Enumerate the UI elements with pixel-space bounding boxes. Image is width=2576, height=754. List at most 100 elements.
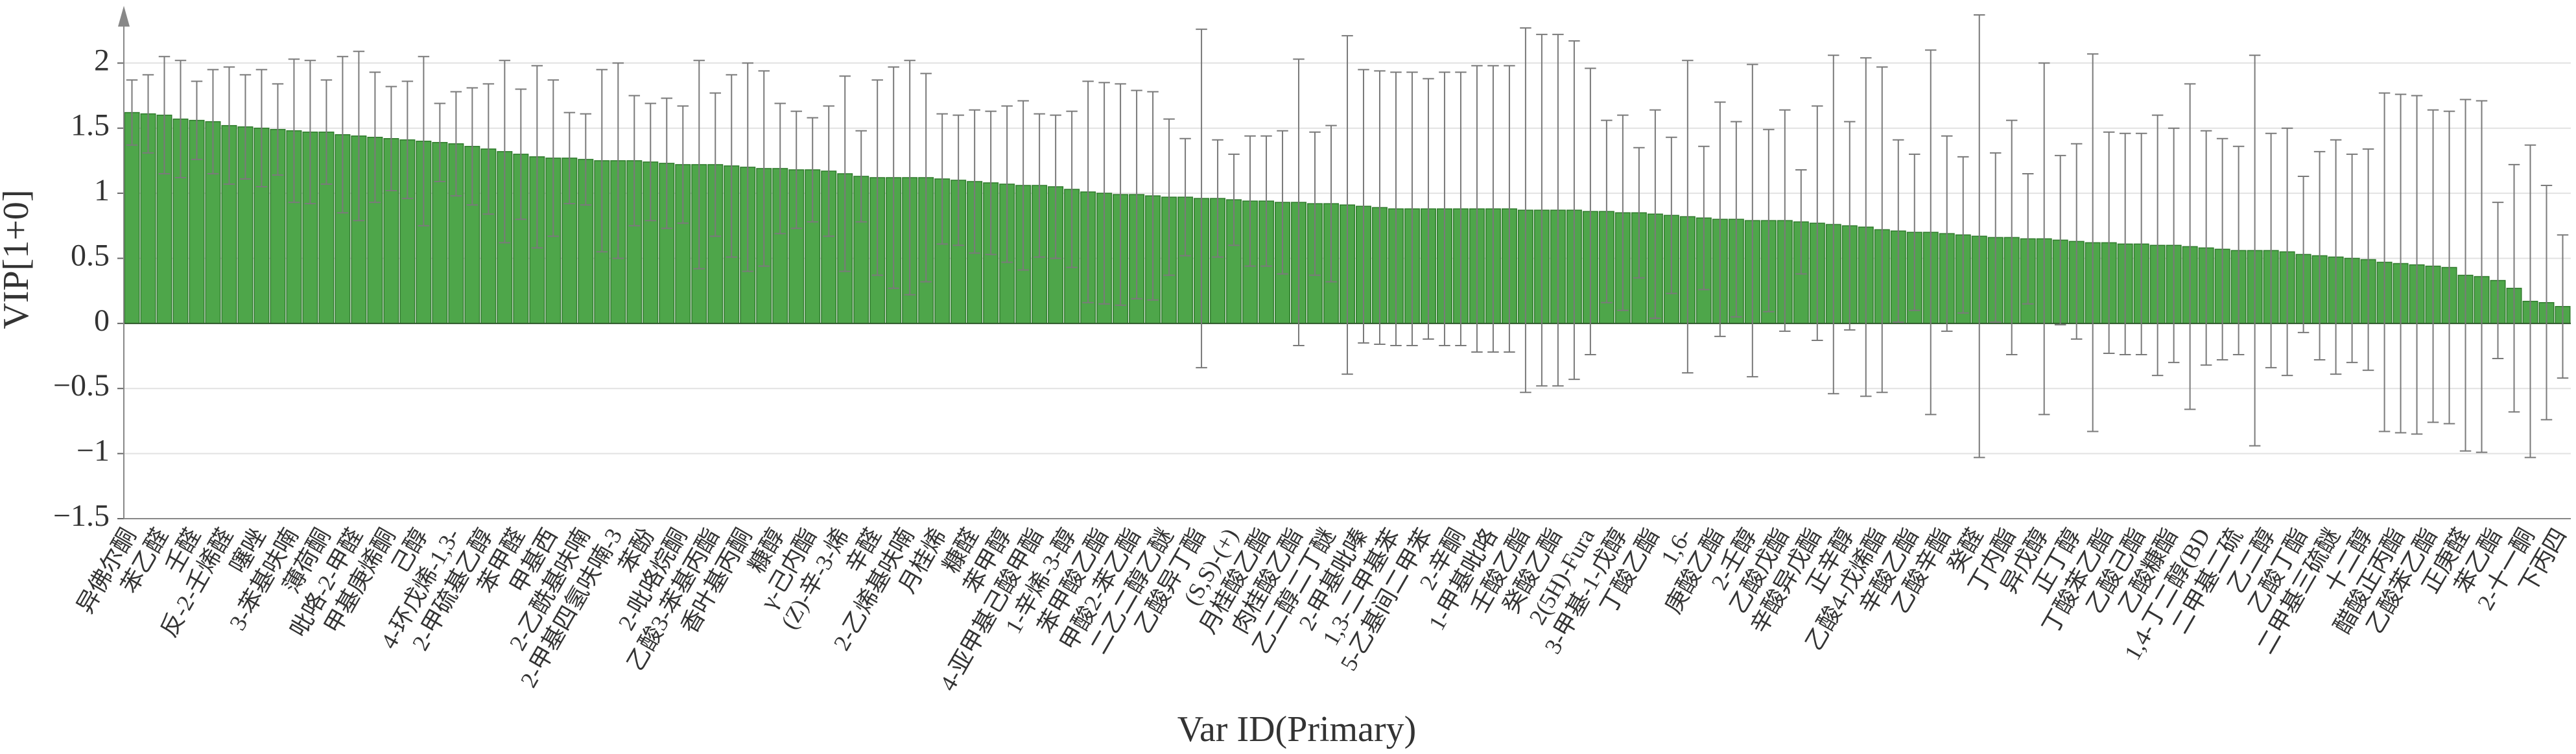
error-bar (2022, 172, 2034, 305)
error-bar (952, 114, 964, 246)
error-bar (790, 110, 802, 230)
error-bar (1244, 135, 1256, 267)
error-bar (1568, 40, 1580, 381)
error-bar (2427, 109, 2439, 423)
error-bar (1666, 136, 1677, 294)
error-bar (1731, 121, 1742, 318)
error-bar (661, 97, 673, 230)
y-axis-arrow (118, 6, 130, 27)
error-bar (369, 71, 381, 204)
error-bar (2394, 93, 2407, 434)
error-bar (2508, 163, 2520, 413)
error-bar (1795, 169, 1807, 275)
error-bar (385, 86, 397, 192)
error-bar (563, 112, 576, 205)
error-bar (1714, 101, 1726, 337)
error-bar (2119, 132, 2131, 356)
error-bar (2038, 62, 2050, 416)
error-bar (1617, 114, 1629, 311)
error-bar (482, 83, 495, 215)
error-bar (2249, 54, 2261, 447)
error-bar (774, 102, 786, 235)
error-bar (1228, 153, 1240, 246)
error-bar (434, 102, 446, 183)
error-bar (1277, 130, 1288, 275)
error-bar (807, 117, 818, 223)
error-bar (1017, 100, 1029, 271)
error-bar (207, 69, 219, 174)
error-bar (2200, 130, 2212, 366)
error-bar (871, 79, 883, 276)
error-bar (1439, 71, 1450, 346)
error-bar (709, 92, 722, 237)
error-bar (1504, 65, 1515, 353)
error-bar (353, 51, 365, 222)
error-bar (2103, 131, 2115, 355)
error-bar (1552, 34, 1564, 387)
error-bar (2524, 144, 2536, 458)
error-bar (1812, 105, 1823, 341)
error-bar (2265, 132, 2277, 369)
error-bar (2070, 143, 2083, 340)
error-bar (1779, 109, 1791, 332)
error-bar (2459, 99, 2472, 452)
error-bar (1989, 152, 2002, 323)
error-bar (969, 109, 980, 254)
error-bar (288, 58, 300, 204)
error-bar (1147, 91, 1159, 301)
y-tick-label: 2 (94, 43, 110, 77)
x-axis-title: Var ID(Primary) (1177, 709, 1417, 749)
error-bar (1649, 109, 1661, 319)
y-axis-title: VIP[1+0] (0, 189, 36, 329)
error-bar (1860, 57, 1872, 397)
error-bar (418, 56, 430, 227)
error-bar (255, 69, 268, 188)
error-bar (1925, 49, 1937, 416)
error-bar (1763, 128, 1775, 312)
error-bar (1196, 29, 1207, 369)
error-bar (515, 88, 527, 220)
error-bar (1001, 105, 1013, 263)
error-bar (2443, 110, 2455, 425)
error-bar (2330, 139, 2342, 375)
error-bar (142, 74, 154, 154)
error-bar (1941, 135, 1953, 332)
error-bar (1471, 65, 1483, 353)
error-bar (2378, 92, 2391, 432)
error-bar (1115, 83, 1126, 306)
error-bar (1098, 82, 1110, 305)
error-bar (920, 73, 932, 283)
error-bar (1487, 65, 1499, 353)
error-bar (1973, 14, 1985, 458)
error-bar (272, 83, 284, 176)
error-bar (450, 91, 462, 197)
error-bar (531, 65, 543, 249)
error-bar (1050, 114, 1061, 259)
error-bar (1325, 124, 1337, 283)
error-bar (1828, 54, 1839, 395)
error-bar (466, 87, 479, 206)
error-bar (677, 105, 689, 224)
error-bar (936, 113, 948, 245)
error-bar (1374, 70, 1386, 345)
error-bar (1698, 145, 1710, 290)
error-bar (2297, 175, 2310, 333)
error-bar (2005, 119, 2018, 356)
error-bar (2476, 100, 2488, 453)
error-bar (2362, 148, 2374, 371)
error-bar (742, 62, 753, 272)
error-bar (1844, 121, 1856, 331)
error-bar (547, 79, 560, 237)
error-bar (174, 60, 187, 178)
error-bar (126, 79, 138, 146)
error-bar (1633, 147, 1645, 279)
y-tick-label: 1 (94, 173, 110, 207)
error-bar (823, 105, 834, 237)
y-tick-label: 1.5 (71, 108, 110, 143)
error-bar (239, 74, 252, 180)
error-bar (1406, 71, 1418, 346)
error-bar (2492, 202, 2504, 360)
error-bar (1585, 67, 1596, 356)
error-bar (158, 56, 171, 174)
error-bar (2135, 132, 2147, 356)
